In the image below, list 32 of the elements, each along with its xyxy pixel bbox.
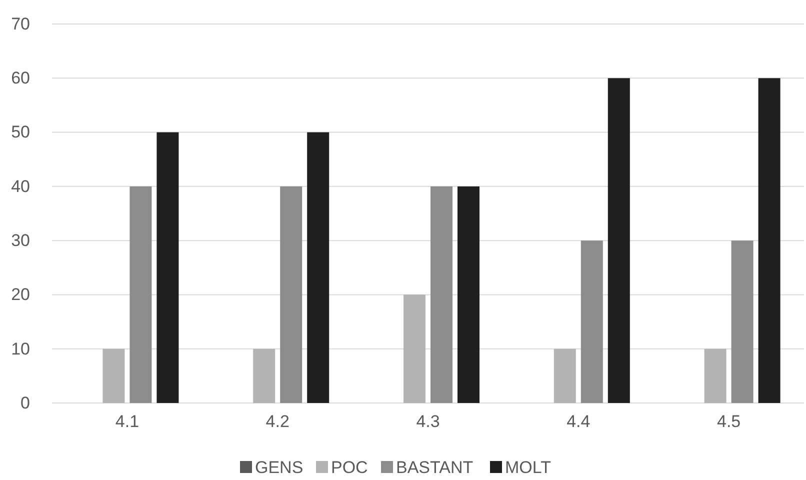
bar [580,240,603,403]
legend-label: BASTANT [396,458,474,477]
bar [307,132,330,403]
x-tick-label: 4.2 [266,412,290,432]
bar [102,348,125,403]
bar [758,78,780,403]
y-tick-label: 40 [11,176,30,196]
y-tick-label: 50 [11,122,30,142]
bar [458,186,480,403]
bar [404,294,426,403]
bar [430,186,452,403]
y-tick-label: 70 [11,14,30,34]
y-tick-label: 20 [11,285,30,304]
x-tick-label: 4.3 [416,412,440,432]
bar [130,186,152,403]
legend-label: MOLT [505,458,551,477]
legend-label: GENS [255,458,304,477]
x-tick-label: 4.5 [716,412,741,432]
y-tick-label: 60 [11,68,30,88]
bar [156,132,179,403]
x-tick-label: 4.1 [115,412,140,432]
bar [253,348,276,403]
y-tick-label: 30 [11,231,30,250]
bar [608,78,630,403]
bar [704,348,726,403]
bar [554,348,576,403]
legend-label: POC [331,458,368,477]
y-tick-label: 10 [11,339,30,358]
bar [280,186,302,403]
y-tick-label: 0 [20,393,30,412]
bar [731,240,754,403]
x-tick-label: 4.4 [566,412,590,432]
